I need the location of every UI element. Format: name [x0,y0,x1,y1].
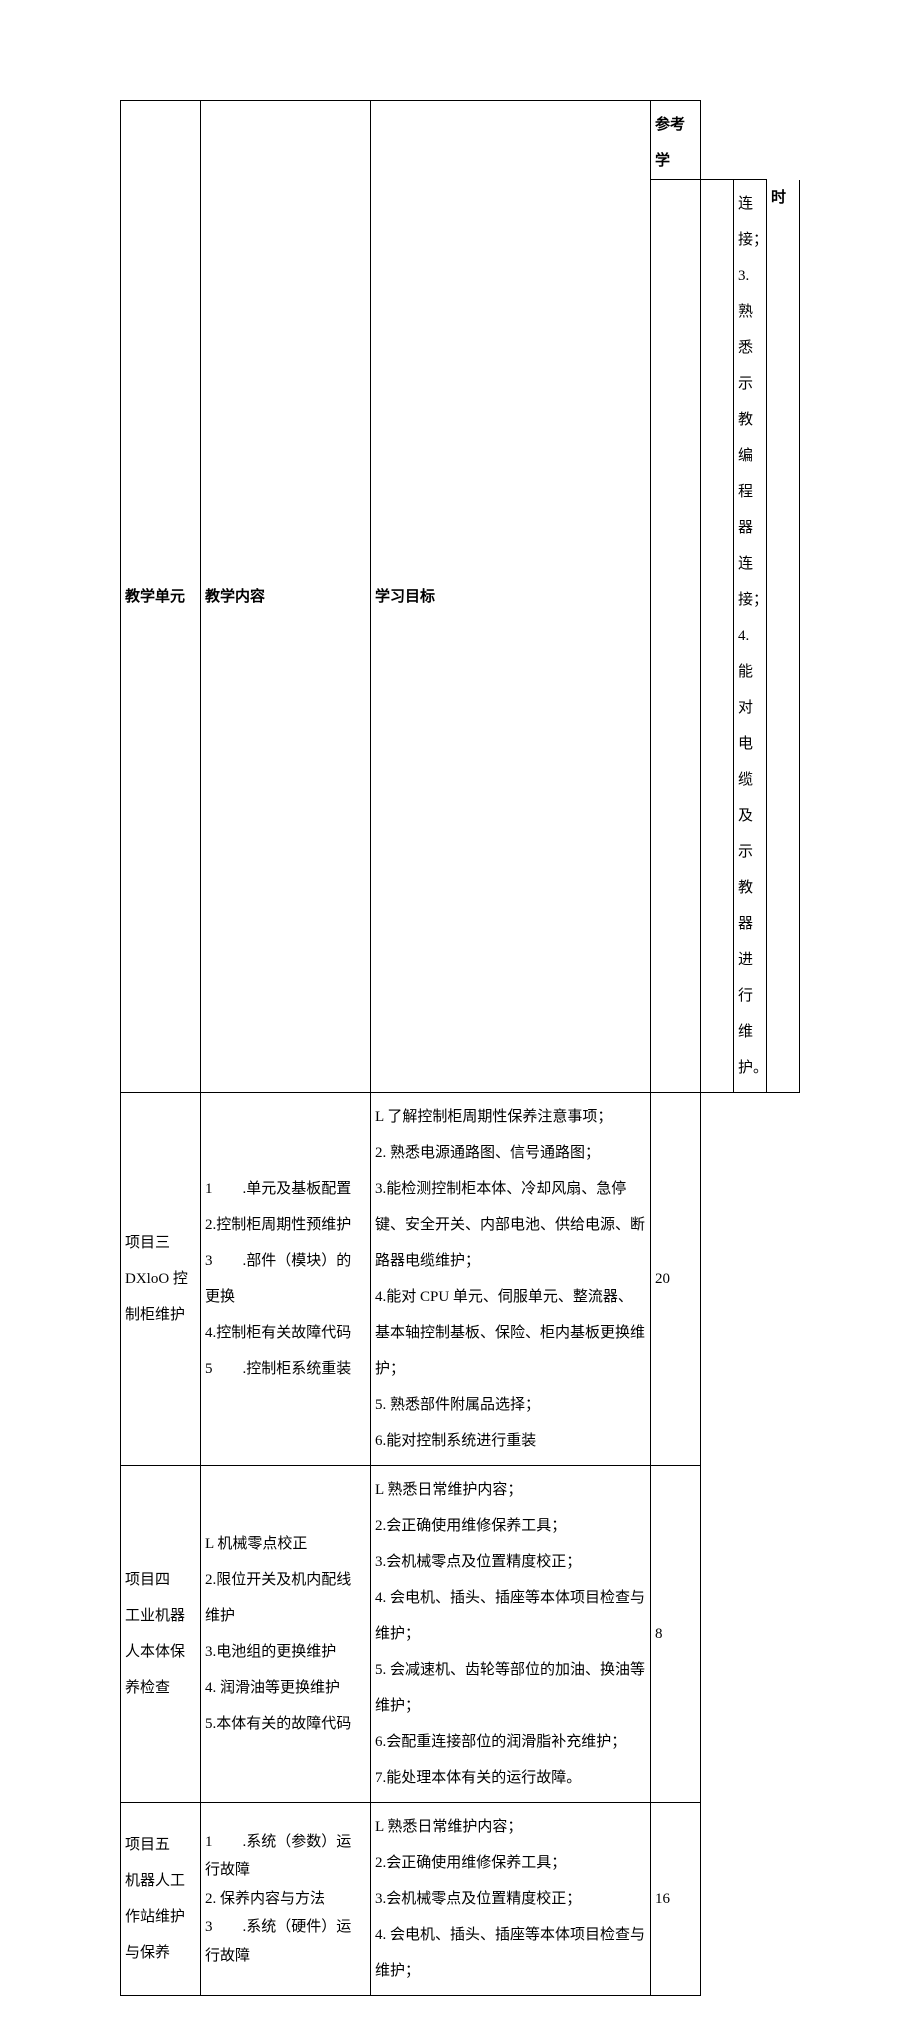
cell-unit: 项目五 机器人工作站维护与保养 [121,1803,201,1996]
table-row: 项目四 工业机器人本体保养检查 L 机械零点校正 2.限位开关及机内配线维护 3… [121,1466,800,1803]
header-hours-line1: 参考学 [651,101,701,180]
cell-unit: 项目三 DXloO 控制柜维护 [121,1093,201,1466]
cell-content: 1 .单元及基板配置 2.控制柜周期性预维护 3 .部件（模块）的更换 4.控制… [201,1093,371,1466]
header-hours-line2: 时 [767,180,800,1093]
table-header-row: 教学单元 教学内容 学习目标 参考学 [121,101,800,180]
header-content: 教学内容 [201,101,371,1093]
cell-objectives: L 了解控制柜周期性保养注意事项； 2. 熟悉电源通路图、信号通路图； 3.能检… [371,1093,651,1466]
course-table: 教学单元 教学内容 学习目标 参考学 连接； 3.熟悉示教编程器连接； 4.能对… [120,100,800,1996]
header-unit: 教学单元 [121,101,201,1093]
cell-objectives: L 熟悉日常维护内容； 2.会正确使用维修保养工具； 3.会机械零点及位置精度校… [371,1803,651,1996]
table-row: 项目五 机器人工作站维护与保养 1 .系统（参数）运行故障 2. 保养内容与方法… [121,1803,800,1996]
cell-content: 1 .系统（参数）运行故障 2. 保养内容与方法 3 .系统（硬件）运行故障 [201,1803,371,1996]
cell-unit [651,180,701,1093]
cell-content: L 机械零点校正 2.限位开关及机内配线维护 3.电池组的更换维护 4. 润滑油… [201,1466,371,1803]
cell-hours: 16 [651,1803,701,1996]
cell-objectives: L 熟悉日常维护内容； 2.会正确使用维修保养工具； 3.会机械零点及位置精度校… [371,1466,651,1803]
cell-hours: 20 [651,1093,701,1466]
cell-objectives: 连接； 3.熟悉示教编程器连接； 4.能对电缆及示教器进行维护。 [734,180,767,1093]
table-row: 项目三 DXloO 控制柜维护 1 .单元及基板配置 2.控制柜周期性预维护 3… [121,1093,800,1466]
header-objectives: 学习目标 [371,101,651,1093]
cell-hours: 8 [651,1466,701,1803]
cell-content [701,180,734,1093]
cell-unit: 项目四 工业机器人本体保养检查 [121,1466,201,1803]
